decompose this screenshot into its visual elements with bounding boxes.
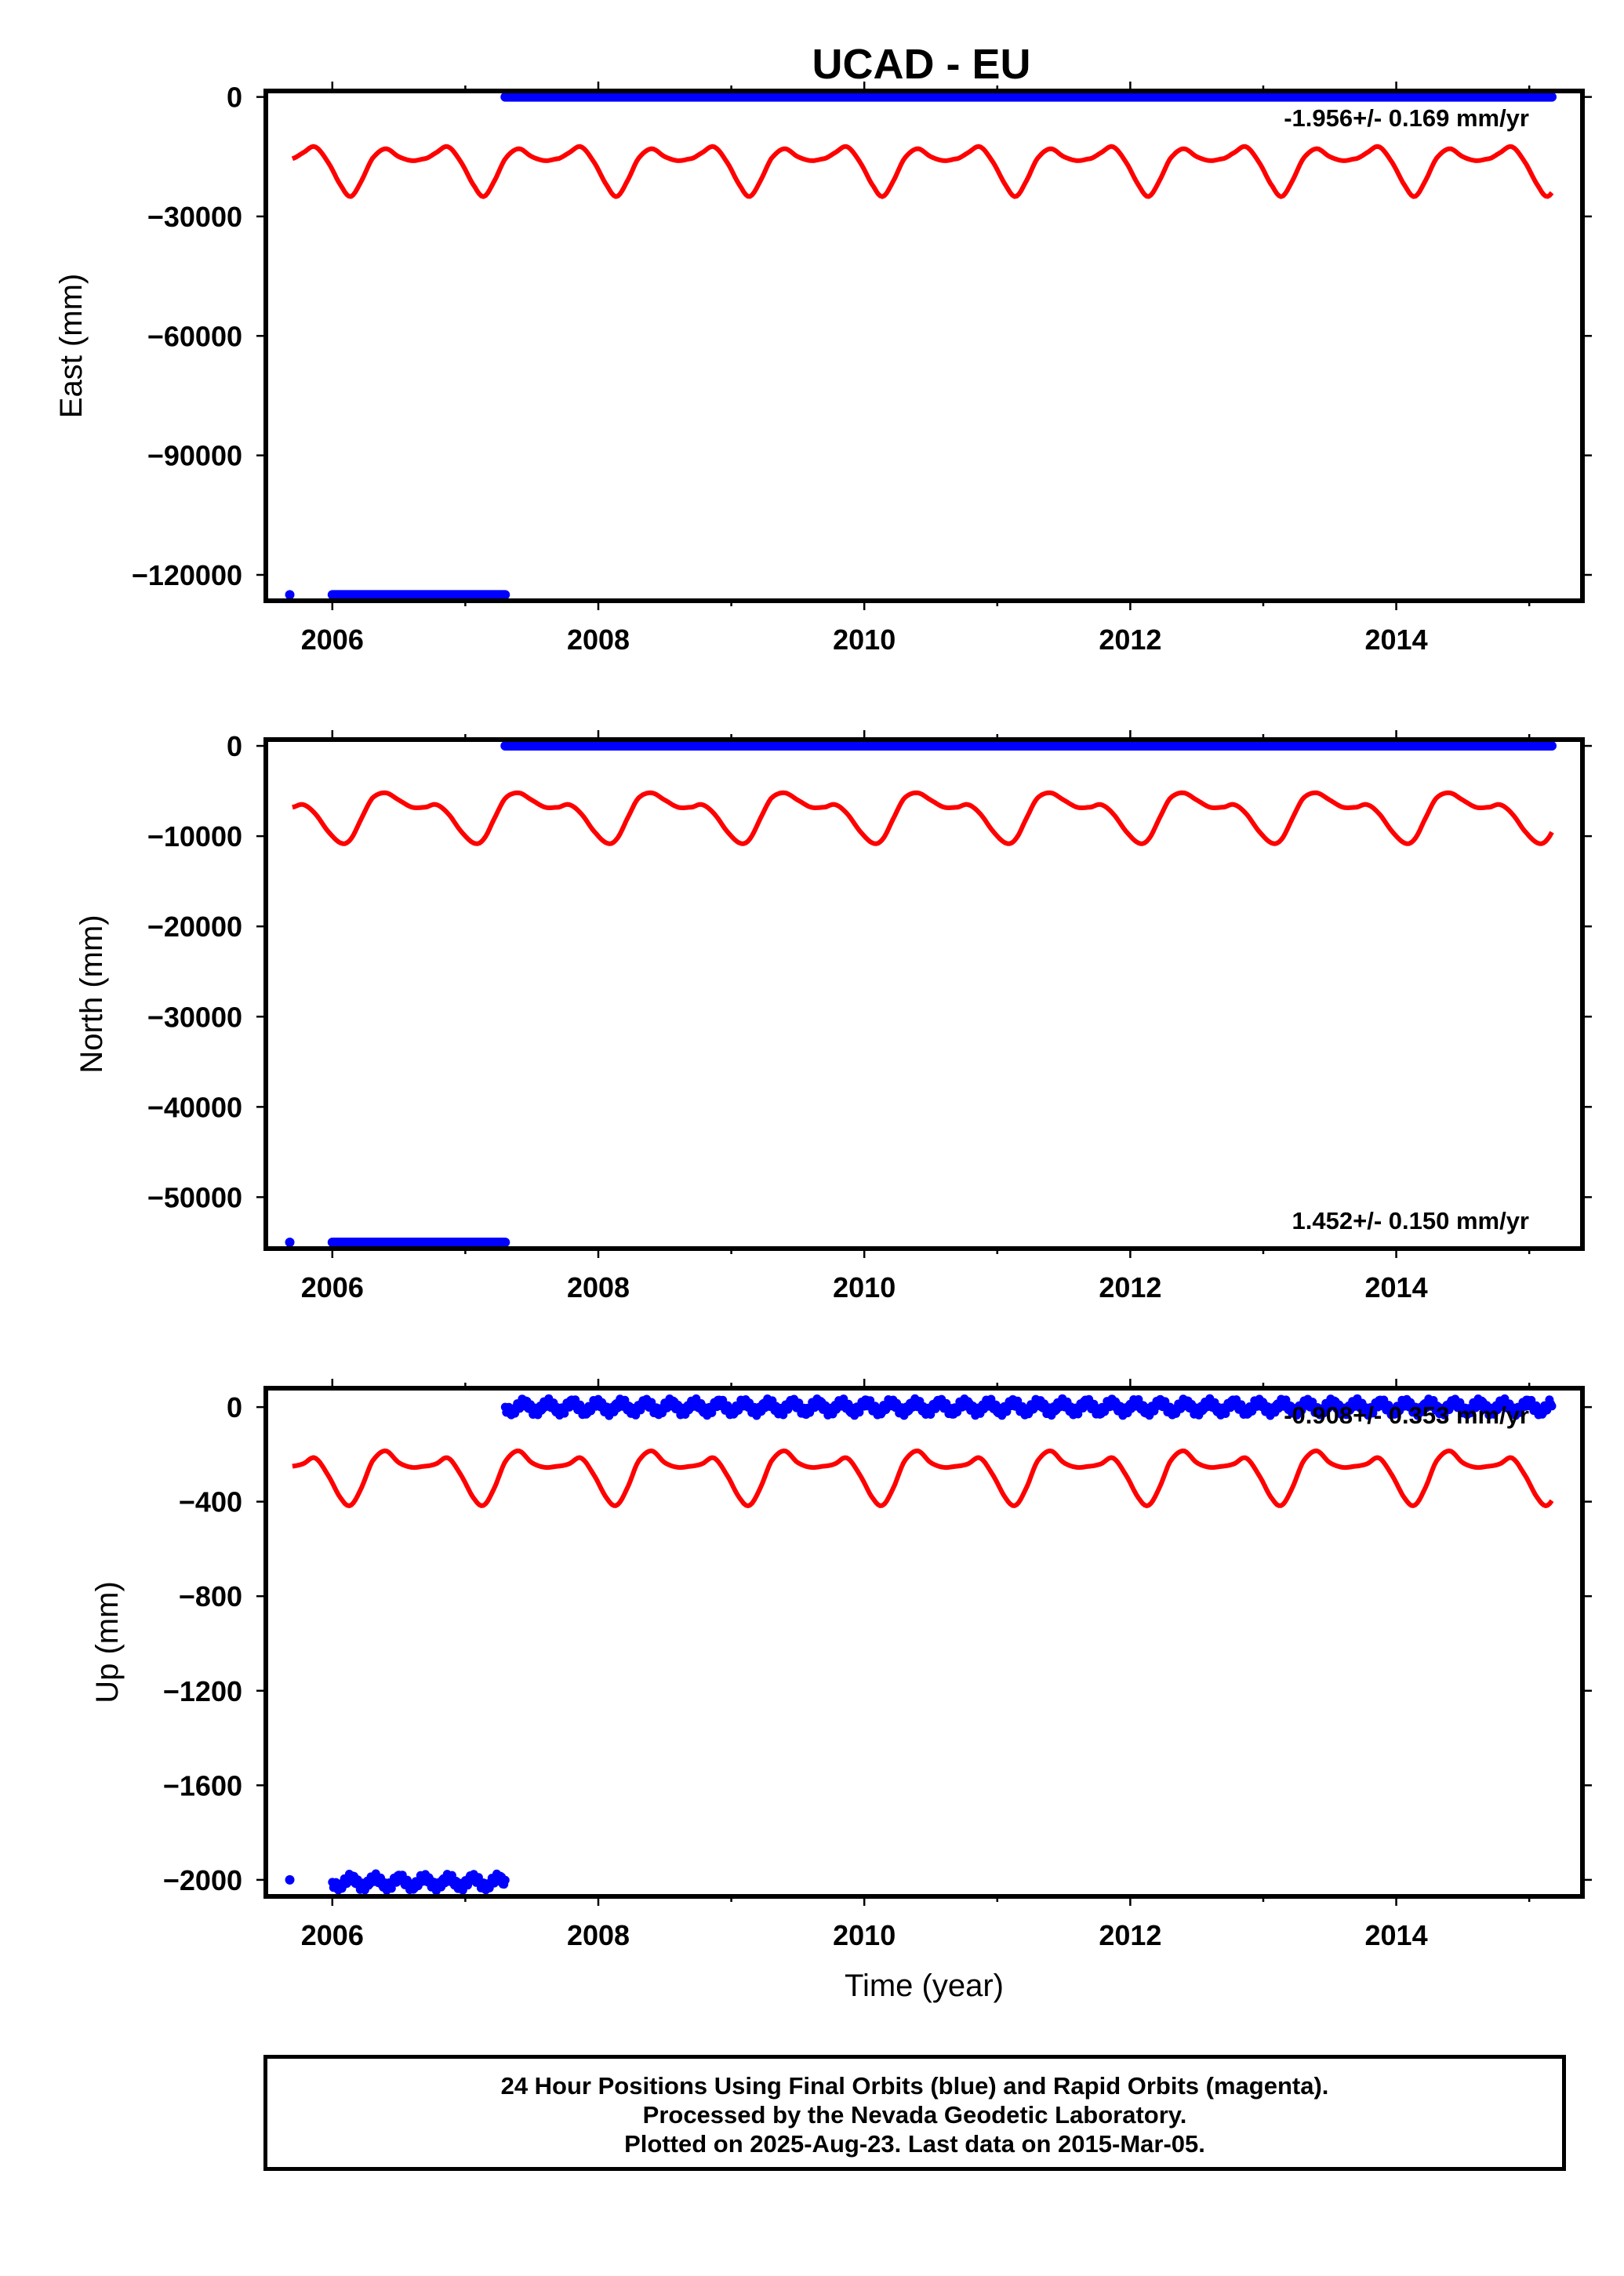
x-tick-label: 2014 [1365,624,1428,656]
data-point [1547,1402,1557,1411]
panel-east: 2006 2008 2010 2012 2014 0 −30000 −60000 −90000 −… [54,82,1592,656]
y-axis-label: Up (mm) [90,1581,125,1703]
y-tick-label: −50000 [147,1181,242,1213]
plot-frame [263,89,1585,603]
y-tick-label: −10000 [147,820,242,853]
x-axis-label: Time (year) [845,1969,1004,2003]
x-tick-label: 2012 [1099,1919,1161,1951]
x-tick-label: 2012 [1099,624,1161,656]
seasonal-model-line [292,1448,1554,1508]
footer-line-2: Processed by the Nevada Geodetic Laborat… [642,2101,1187,2129]
y-axis-label: East (mm) [54,274,89,418]
data-point [285,1874,295,1885]
footer-box: 24 Hour Positions Using Final Orbits (bl… [263,2055,1566,2171]
data-point [285,590,295,600]
data-point [285,1237,295,1247]
panel-north: 2006 2008 2010 2012 2014 0 −10000 −20000 −30000 −… [74,730,1592,1303]
y-tick-label: −1200 [163,1675,242,1707]
y-tick-label: 0 [227,730,242,762]
data-point [500,1875,510,1885]
y-tick-label: −40000 [147,1091,242,1123]
panel-up: 2006 2008 2010 2012 2014 0 −400 −800 −1200 −1600 −… [90,1379,1592,2003]
seasonal-model-line [292,790,1554,846]
rate-annotation: -0.908+/- 0.353 mm/yr [1284,1402,1529,1429]
footer-line-1: 24 Hour Positions Using Final Orbits (bl… [500,2072,1329,2100]
x-tick-label: 2008 [567,1919,630,1951]
y-tick-label: −60000 [147,320,242,352]
y-tick-label: −1600 [163,1769,242,1802]
x-tick-label: 2006 [301,1919,364,1951]
y-tick-label: −400 [179,1486,242,1518]
x-tick-label: 2008 [567,624,630,656]
rate-annotation: 1.452+/- 0.150 mm/yr [1292,1207,1529,1234]
x-tick-label: 2012 [1099,1271,1161,1303]
x-tick-label: 2010 [833,624,896,656]
y-tick-label: 0 [227,1391,242,1423]
footer-line-3: Plotted on 2025-Aug-23. Last data on 201… [624,2130,1205,2158]
x-tick-label: 2006 [301,624,364,656]
seasonal-model-line [291,144,1554,199]
plot-frame [263,737,1585,1251]
rate-annotation: -1.956+/- 0.169 mm/yr [1284,104,1529,132]
x-tick-label: 2008 [567,1271,630,1303]
x-tick-label: 2014 [1365,1271,1428,1303]
plot-frame [263,1386,1585,1899]
x-tick-label: 2006 [301,1271,364,1303]
y-tick-label: 0 [227,82,242,114]
y-tick-label: −800 [179,1580,242,1612]
y-tick-label: −30000 [147,1001,242,1033]
y-tick-label: −20000 [147,911,242,943]
chart-title: UCAD - EU [812,41,1031,88]
x-tick-label: 2010 [833,1271,896,1303]
x-tick-label: 2010 [833,1919,896,1951]
y-axis-label: North (mm) [74,914,109,1073]
x-tick-label: 2014 [1365,1919,1428,1951]
y-tick-label: −120000 [132,559,242,591]
y-tick-label: −2000 [163,1864,242,1896]
y-tick-label: −90000 [147,440,242,472]
y-tick-label: −30000 [147,201,242,233]
